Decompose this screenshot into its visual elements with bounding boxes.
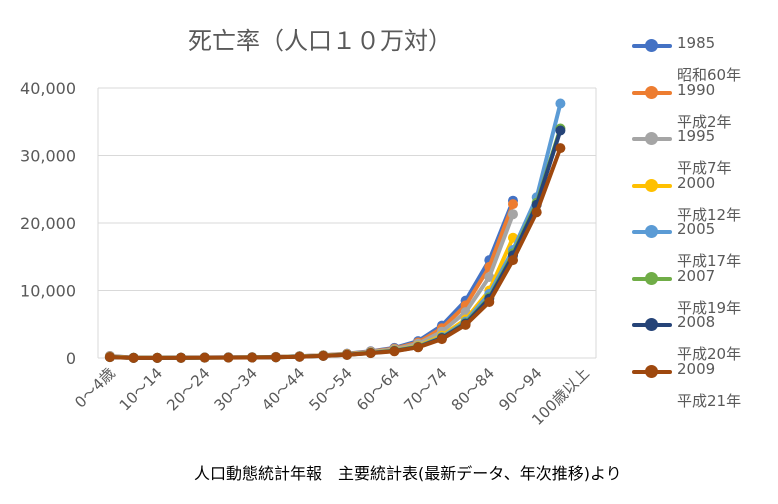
data-point (555, 98, 566, 109)
x-axis-tick-labels: 0～4歳10～1420～2430～3440～4450～5460～6470～748… (71, 364, 593, 429)
legend-era-label: 平成2年 (677, 112, 732, 131)
series-1985 (104, 195, 518, 363)
series-1990 (104, 199, 518, 363)
legend-era-label: 平成12年 (677, 205, 742, 224)
legend-marker-swatch (645, 39, 658, 52)
legend-item: 2009 平成21年 (626, 358, 776, 410)
y-tick-label: 0 (66, 349, 76, 368)
data-point (365, 348, 376, 359)
series-2000 (104, 232, 518, 363)
legend-year-label: 2008 (677, 313, 716, 331)
chart-title: 死亡率（人口１０万対） (188, 27, 452, 55)
y-tick-label: 30,000 (20, 147, 76, 166)
legend-marker-swatch (645, 318, 658, 331)
data-point (342, 349, 352, 360)
legend-item: 2008 平成20年 (626, 311, 776, 363)
data-point (460, 319, 471, 330)
legend-item: 2000 平成12年 (626, 172, 776, 224)
series-2009 (104, 143, 566, 363)
x-tick-label: 80～84 (448, 364, 498, 414)
y-tick-label: 10,000 (20, 282, 76, 301)
x-tick-label: 40～44 (258, 364, 308, 414)
gridlines (97, 87, 597, 359)
legend-item: 2005 平成17年 (626, 218, 776, 270)
legend-year-label: 1990 (677, 80, 716, 99)
data-point (484, 272, 495, 282)
x-tick-label: 70～74 (400, 364, 450, 414)
legend-era-label: 平成19年 (677, 298, 742, 317)
legend-year-label: 2007 (677, 266, 716, 285)
data-point (555, 125, 566, 136)
legend-marker-swatch (645, 271, 658, 285)
legend-era-label: 平成21年 (677, 391, 742, 410)
legend-era-label: 平成20年 (677, 345, 742, 363)
data-point (413, 342, 424, 353)
x-tick-label: 30～34 (211, 364, 261, 414)
x-tick-label: 10～14 (116, 364, 166, 414)
series-line (107, 212, 515, 360)
data-point (508, 209, 518, 220)
legend-marker-swatch (645, 225, 658, 238)
data-point (176, 352, 186, 363)
legend-marker-swatch (645, 85, 658, 99)
data-point (508, 199, 518, 210)
series-layer (104, 98, 566, 363)
data-point (152, 352, 163, 363)
series-line (107, 128, 563, 360)
legend-item: 2007 平成19年 (626, 265, 776, 317)
data-point (555, 143, 566, 154)
series-line (107, 101, 563, 360)
data-point (270, 352, 281, 363)
data-point (531, 207, 542, 218)
legend-year-label: 2000 (677, 173, 716, 192)
y-axis-tick-labels: 0 10,000 20,000 30,000 40,000 (20, 79, 76, 368)
legend-year-label: 2005 (677, 220, 716, 238)
legend-marker-swatch (645, 132, 658, 145)
data-point (199, 352, 210, 363)
legend-year-label: 2009 (677, 359, 716, 378)
legend-item: 1995 平成7年 (626, 125, 776, 177)
series-2005 (104, 98, 566, 363)
x-tick-label: 0～4歳 (71, 364, 118, 411)
series-line (107, 235, 515, 360)
legend-era-label: 平成17年 (677, 252, 742, 270)
legend-era-label: 昭和60年 (677, 66, 742, 84)
y-tick-label: 20,000 (20, 214, 76, 233)
y-tick-label: 40,000 (20, 79, 76, 98)
x-tick-label: 20～24 (163, 364, 213, 414)
legend-marker-swatch (645, 364, 658, 378)
legend-item: 1990 平成2年 (626, 79, 776, 131)
series-1995 (104, 209, 518, 363)
data-point (389, 346, 400, 357)
legend-marker-swatch (645, 178, 658, 192)
data-point (223, 352, 234, 363)
data-point (484, 297, 495, 307)
data-point (508, 255, 518, 266)
data-point (294, 351, 305, 362)
data-point (318, 350, 329, 361)
data-point (104, 352, 115, 363)
source-note: 人口動態統計年報 主要統計表(最新データ、年次推移)より (194, 464, 622, 483)
legend: 1985 昭和60年 1990 平成2年 1995 平成7年 2000 平成12年 2005 平成… (626, 32, 776, 410)
data-point (128, 352, 139, 363)
legend-year-label: 1995 (677, 127, 716, 145)
data-point (247, 352, 258, 363)
legend-era-label: 平成7年 (677, 159, 732, 177)
x-tick-label: 50～54 (305, 364, 355, 414)
x-tick-label: 60～64 (353, 364, 403, 414)
legend-item: 1985 昭和60年 (626, 32, 776, 84)
series-line (107, 126, 563, 360)
legend-year-label: 1985 (677, 34, 716, 52)
data-point (436, 334, 447, 345)
